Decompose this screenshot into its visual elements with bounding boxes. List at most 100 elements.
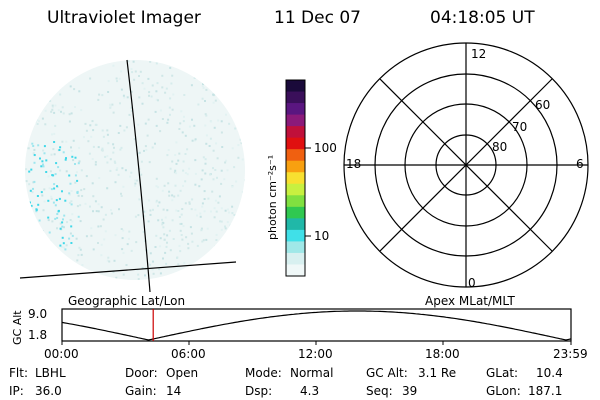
speckle-dot bbox=[204, 172, 207, 175]
speckle-dot bbox=[35, 208, 38, 211]
dsp-value: 4.3 bbox=[300, 384, 320, 398]
speckle-dot bbox=[211, 190, 214, 193]
speckle-dot bbox=[180, 234, 183, 236]
speckle-dot bbox=[48, 231, 51, 234]
colorbar-band bbox=[286, 264, 305, 277]
speckle-dot bbox=[142, 230, 145, 233]
speckle-dot bbox=[126, 243, 129, 246]
speckle-dot bbox=[171, 219, 174, 222]
speckle-dot bbox=[173, 171, 176, 174]
speckle-dot bbox=[115, 276, 118, 279]
speckle-dot bbox=[91, 158, 94, 160]
speckle-dot bbox=[150, 95, 153, 98]
speckle-dot bbox=[179, 229, 182, 232]
speckle-dot bbox=[42, 165, 45, 168]
speckle-dot bbox=[202, 83, 204, 85]
speckle-dot bbox=[115, 168, 118, 171]
speckle-dot bbox=[188, 201, 191, 204]
speckle-dot bbox=[215, 239, 218, 241]
speckle-dot bbox=[110, 209, 112, 212]
speckle-dot bbox=[116, 167, 119, 170]
speckle-dot bbox=[68, 174, 71, 177]
speckle-dot bbox=[31, 191, 34, 194]
speckle-dot bbox=[161, 86, 164, 89]
speckle-dot bbox=[69, 219, 72, 221]
speckle-dot bbox=[201, 169, 204, 172]
speckle-dot bbox=[194, 172, 197, 175]
speckle-dot bbox=[184, 172, 187, 174]
speckle-dot bbox=[157, 204, 159, 207]
speckle-dot bbox=[134, 215, 137, 218]
speckle-dot bbox=[168, 229, 171, 232]
speckle-dot bbox=[130, 68, 133, 70]
speckle-dot bbox=[121, 167, 124, 170]
speckle-dot bbox=[212, 101, 215, 104]
speckle-dot bbox=[233, 166, 236, 169]
speckle-dot bbox=[61, 225, 64, 228]
speckle-dot bbox=[193, 76, 196, 79]
speckle-dot bbox=[210, 120, 213, 123]
speckle-dot bbox=[40, 165, 43, 168]
speckle-dot bbox=[54, 217, 57, 220]
ip-value: 36.0 bbox=[35, 384, 62, 398]
speckle-dot bbox=[145, 148, 148, 151]
speckle-dot bbox=[167, 118, 170, 121]
speckle-dot bbox=[78, 160, 81, 163]
speckle-dot bbox=[180, 110, 183, 113]
speckle-dot bbox=[151, 268, 154, 271]
speckle-dot bbox=[113, 146, 115, 149]
speckle-dot bbox=[68, 113, 71, 116]
speckle-dot bbox=[37, 120, 40, 123]
speckle-dot bbox=[122, 94, 125, 97]
speckle-dot bbox=[205, 142, 208, 145]
speckle-dot bbox=[97, 210, 100, 213]
speckle-dot bbox=[120, 70, 123, 73]
speckle-dot bbox=[33, 161, 36, 164]
speckle-dot bbox=[154, 246, 157, 248]
speckle-dot bbox=[203, 198, 206, 200]
speckle-dot bbox=[180, 213, 183, 216]
speckle-dot bbox=[215, 210, 218, 213]
colorbar-band bbox=[286, 206, 305, 219]
speckle-dot bbox=[177, 159, 180, 162]
speckle-dot bbox=[112, 151, 115, 154]
speckle-dot bbox=[200, 229, 203, 232]
speckle-dot bbox=[30, 168, 33, 171]
speckle-dot bbox=[162, 222, 165, 224]
speckle-dot bbox=[68, 192, 71, 195]
speckle-dot bbox=[88, 152, 91, 155]
altitude-ytick-1-8: 1.8 bbox=[28, 328, 48, 342]
speckle-dot bbox=[73, 88, 76, 91]
glat-value: 10.4 bbox=[536, 366, 563, 380]
speckle-dot bbox=[36, 195, 39, 197]
date-label: 11 Dec 07 bbox=[274, 8, 361, 28]
speckle-dot bbox=[94, 200, 97, 203]
speckle-dot bbox=[202, 239, 205, 242]
speckle-dot bbox=[157, 219, 160, 222]
speckle-dot bbox=[134, 179, 137, 182]
speckle-dot bbox=[68, 120, 71, 123]
speckle-dot bbox=[80, 189, 83, 192]
lat-label-70: 70 bbox=[512, 120, 528, 134]
speckle-dot bbox=[50, 153, 53, 156]
speckle-dot bbox=[64, 158, 67, 161]
glon-label: GLon: bbox=[486, 384, 521, 398]
speckle-dot bbox=[228, 211, 231, 214]
speckle-dot bbox=[32, 145, 35, 147]
gain-value: 14 bbox=[166, 384, 182, 398]
speckle-dot bbox=[37, 144, 40, 147]
speckle-dot bbox=[225, 113, 227, 116]
speckle-dot bbox=[169, 167, 172, 170]
speckle-dot bbox=[117, 173, 120, 176]
speckle-dot bbox=[71, 234, 74, 237]
speckle-dot bbox=[53, 141, 56, 143]
speckle-dot bbox=[220, 169, 223, 172]
speckle-dot bbox=[191, 118, 193, 121]
colorbar-band bbox=[286, 252, 305, 266]
speckle-dot bbox=[70, 190, 73, 192]
speckle-dot bbox=[62, 242, 65, 245]
speckle-dot bbox=[189, 226, 192, 229]
speckle-dot bbox=[109, 105, 112, 108]
speckle-dot bbox=[199, 212, 202, 215]
speckle-dot bbox=[119, 124, 122, 127]
